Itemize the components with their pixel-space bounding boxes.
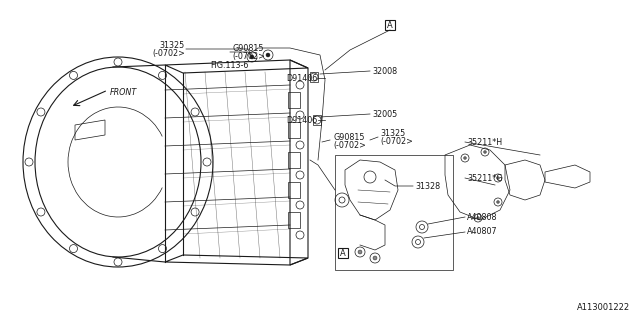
Text: 31325: 31325 bbox=[380, 129, 405, 138]
Text: (-0702>: (-0702> bbox=[333, 140, 366, 149]
Circle shape bbox=[266, 53, 270, 57]
Circle shape bbox=[373, 256, 377, 260]
Text: A: A bbox=[387, 20, 393, 29]
Circle shape bbox=[477, 217, 479, 220]
Circle shape bbox=[483, 150, 486, 154]
Text: (-0702>: (-0702> bbox=[152, 49, 185, 58]
Text: 35211*H: 35211*H bbox=[467, 138, 502, 147]
Circle shape bbox=[497, 201, 499, 204]
Text: FIG.113-6: FIG.113-6 bbox=[210, 60, 248, 69]
Text: (-0702>: (-0702> bbox=[232, 52, 265, 60]
Bar bbox=[288, 182, 300, 198]
Bar bbox=[288, 212, 300, 228]
Text: 31325: 31325 bbox=[160, 41, 185, 50]
Bar bbox=[313, 115, 321, 125]
Text: A40807: A40807 bbox=[467, 228, 498, 236]
Circle shape bbox=[463, 156, 467, 159]
Text: 32008: 32008 bbox=[372, 67, 397, 76]
Text: A40808: A40808 bbox=[467, 212, 497, 221]
Text: D91406: D91406 bbox=[285, 116, 317, 124]
Text: A: A bbox=[340, 249, 346, 258]
Bar bbox=[288, 152, 300, 168]
Bar bbox=[288, 122, 300, 138]
Text: A113001222: A113001222 bbox=[577, 303, 630, 312]
Text: (-0702>: (-0702> bbox=[380, 137, 413, 146]
Text: G90815: G90815 bbox=[333, 132, 365, 141]
Bar bbox=[288, 92, 300, 108]
Text: 35211*G: 35211*G bbox=[467, 173, 502, 182]
Text: G90815: G90815 bbox=[232, 44, 264, 52]
Bar bbox=[338, 248, 348, 258]
Text: 31328: 31328 bbox=[415, 181, 440, 190]
Text: FRONT: FRONT bbox=[110, 87, 137, 97]
Bar bbox=[310, 72, 318, 82]
Bar bbox=[385, 20, 395, 30]
Bar bbox=[335, 155, 453, 270]
Text: 32005: 32005 bbox=[372, 109, 397, 118]
Circle shape bbox=[497, 177, 499, 180]
Circle shape bbox=[250, 55, 254, 59]
Circle shape bbox=[358, 250, 362, 254]
Text: D91406: D91406 bbox=[285, 74, 317, 83]
